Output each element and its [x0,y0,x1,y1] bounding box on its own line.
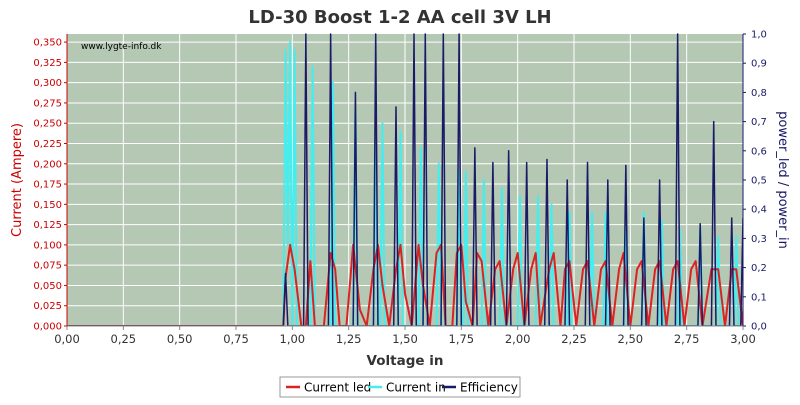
series-line-efficiency [67,33,743,326]
y-left-tick-label: 0,250 [33,119,62,130]
legend-label-efficiency: Efficiency [460,381,518,395]
y-right-tick-label: 0,0 [751,322,767,333]
x-tick-label: 3,00 [730,332,756,346]
x-axis-title: Voltage in [367,353,444,369]
x-tick-label: 1,50 [392,332,418,346]
x-tick-label: 1,75 [449,332,475,346]
x-tick-label: 2,00 [505,332,531,346]
y-right-tick-label: 1,0 [751,30,767,41]
y-left-tick-label: 0,075 [33,261,62,272]
x-tick-label: 1,25 [336,332,362,346]
y-right-tick-label: 0,9 [751,59,767,70]
y-left-tick-label: 0,000 [33,322,62,333]
y-left-tick-label: 0,300 [33,78,62,89]
y-left-tick-label: 0,150 [33,200,62,211]
x-tick-label: 2,25 [561,332,587,346]
y-right-tick-label: 0,3 [751,234,767,245]
y-left-tick-label: 0,200 [33,159,62,170]
y-right-tick-label: 0,2 [751,263,767,274]
series-line-current-in [67,41,743,326]
legend-box [279,376,521,398]
y-right-tick-label: 0,7 [751,117,767,128]
y-right-tick-label: 0,6 [751,146,767,157]
x-tick-label: 1,00 [280,332,306,346]
x-tick-label: 0,25 [111,332,137,346]
x-tick-label: 0,50 [167,332,193,346]
chart-title: LD-30 Boost 1-2 AA cell 3V LH [248,7,551,28]
y-right-tick-label: 0,4 [751,205,767,216]
y-axis-right-title: power_led / power_in [775,111,790,249]
y-right-tick-label: 0,5 [751,176,767,187]
watermark-text: www.lygte-info.dk [81,42,162,52]
x-tick-label: 0,75 [223,332,249,346]
plot-area: www.lygte-info.dk [66,33,744,327]
x-tick-label: 2,50 [618,332,644,346]
axes: 0,000 0,025 0,050 0,075 0,100 0,125 0,150 0,175… [10,30,790,370]
legend-label-current-in: Current in [386,381,446,395]
y-right-tick-label: 0,8 [751,88,767,99]
legend-label-current-led: Current led [304,381,371,395]
legend: Current led Current in Efficiency [279,376,521,398]
y-left-tick-label: 0,025 [33,301,62,312]
y-left-tick-label: 0,125 [33,220,62,231]
y-right-tick-label: 0,1 [751,292,767,303]
y-left-tick-label: 0,175 [33,180,62,191]
y-left-tick-label: 0,050 [33,281,62,292]
y-left-tick-label: 0,225 [33,139,62,150]
x-tick-label: 2,75 [674,332,700,346]
x-tick-label: 0,00 [54,332,80,346]
y-left-tick-label: 0,275 [33,98,62,109]
series-group [67,33,743,326]
y-left-tick-label: 0,100 [33,240,62,251]
y-left-tick-label: 0,350 [33,38,62,49]
y-axis-left-title: Current (Ampere) [10,123,25,237]
y-left-tick-label: 0,325 [33,58,62,69]
